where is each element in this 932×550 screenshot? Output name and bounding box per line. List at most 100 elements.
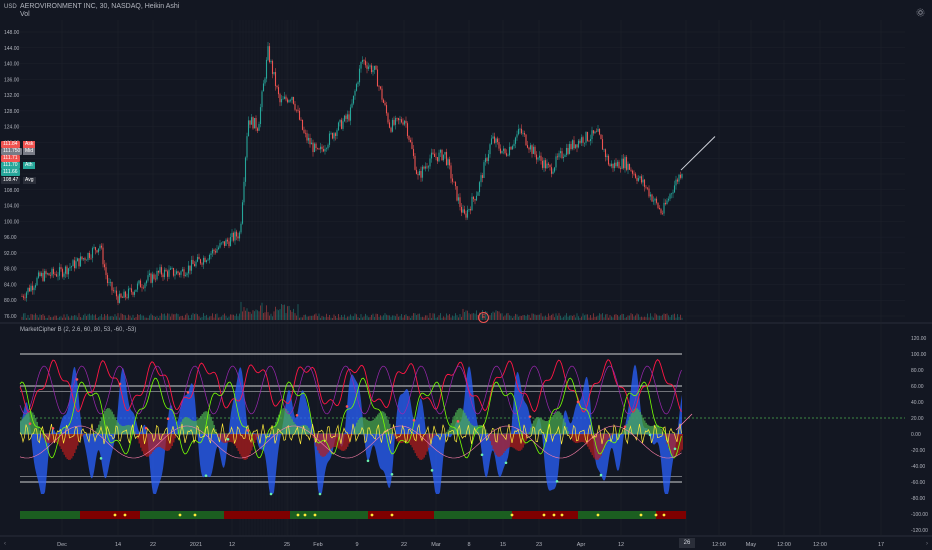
signal-dot [648,433,652,437]
volume-bar [113,316,114,320]
money-flow-bar [392,432,394,434]
signal-strip-cell [194,511,200,519]
money-flow-bar [59,434,61,447]
volume-bar [642,317,644,320]
candle-body [31,285,34,291]
candle-body [142,287,145,289]
volume-bar [636,313,638,320]
signal-strip-cell [632,511,638,519]
candle-body [195,261,197,267]
signal-strip-cell [278,511,284,519]
price-tick-label: 128.00 [4,109,20,115]
candle-body [87,252,89,260]
candle-body [372,69,374,73]
candle-body [229,237,232,247]
candle-body [562,156,565,158]
chevron-left-icon[interactable]: ‹ [4,541,6,547]
money-flow-bar [282,408,284,434]
volume-bar [87,314,89,320]
signal-dot [295,413,299,417]
candle-body [390,127,392,132]
signal-strip-cell [128,511,134,519]
indicator-plot[interactable] [19,353,905,496]
gear-icon[interactable] [916,4,925,17]
money-flow-bar [179,425,181,434]
money-flow-bar [446,431,448,434]
volume-bar [659,315,660,320]
volume-bar [65,317,66,320]
money-flow-bar [672,434,674,457]
candle-body [42,273,44,281]
money-flow-bar [629,416,631,434]
money-flow-bar [273,425,275,434]
signal-strip-cell [530,511,536,519]
volume-bar [42,314,44,320]
candle-body [405,120,407,124]
price-tick-label: 148.00 [4,30,20,36]
candle-body [52,268,55,274]
volume-bar [212,313,213,320]
money-flow-bar [306,426,308,434]
trend-line[interactable] [680,136,716,171]
candle-body [475,195,478,201]
money-flow-bar [237,434,239,452]
volume-bar [330,317,332,320]
money-flow-bar [318,434,320,454]
earnings-marker-icon[interactable]: E [478,312,489,323]
volume-bar [164,313,165,320]
indicator-axis[interactable]: 120.00 100.00 80.00 60.00 40.00 20.00 0.00 -20.… [911,336,928,534]
time-axis[interactable]: Dec 14 22 2021 12 25 Feb 9 22 Mar 8 15 23 Apr 12 26 12:0… [57,20,884,548]
price-tick-label: 80.00 [4,298,17,304]
indicator-tick-label: -40.00 [911,464,925,470]
candle-body [505,153,508,156]
volume-bar [615,314,617,320]
signal-strip-cell [134,511,140,519]
money-flow-bar [584,434,586,443]
money-flow-bar [107,408,109,434]
candle-body [663,202,665,214]
volume-bar [108,316,110,320]
volume-bar [662,314,663,320]
volume-bar [92,314,93,320]
signal-strip-cell [494,511,500,519]
money-flow-bar [239,434,241,454]
signal-strip-cell [362,511,368,519]
money-flow-bar [668,434,670,449]
symbol-title[interactable]: AEROVIRONMENT INC, 30, NASDAQ, Heikin As… [20,3,180,10]
money-flow-bar [198,417,200,434]
candle-body [448,159,451,166]
volume-bar [431,317,432,320]
volume-bar [291,311,293,320]
volume-bar [456,315,458,320]
money-flow-bar [114,417,116,434]
candle-body [304,132,307,134]
money-flow-bar [603,434,605,449]
candle-body [373,65,376,70]
indicator-title[interactable]: MarketCipher B (2, 2.6, 60, 80, 53, -60,… [20,327,137,333]
volume-legend[interactable]: Vol [20,11,30,18]
candle-body [565,147,568,155]
candle-body [451,178,454,182]
candle-body [541,160,544,168]
money-flow-bar [347,434,349,447]
volume-bar [497,311,498,320]
volume-bar [536,315,537,320]
money-flow-bar [530,427,532,434]
candle-body [318,148,320,150]
candle-body [103,264,106,268]
volume-bar [528,314,530,320]
time-tick-label: 17 [878,542,884,548]
volume-bar [144,317,146,320]
signal-dot [99,457,103,460]
chevron-right-icon[interactable]: › [926,541,928,547]
candle-body [528,147,530,150]
volume-bar [630,313,632,320]
volume-bar [398,316,399,320]
price-axis[interactable]: 148.00 144.00 140.00 136.00 132.00 128.00 124.… [4,30,905,320]
money-flow-bar [453,415,455,434]
price-candles[interactable] [21,41,683,306]
volume-bar [318,313,320,320]
candle-body [27,287,29,293]
money-flow-bar [270,431,272,434]
